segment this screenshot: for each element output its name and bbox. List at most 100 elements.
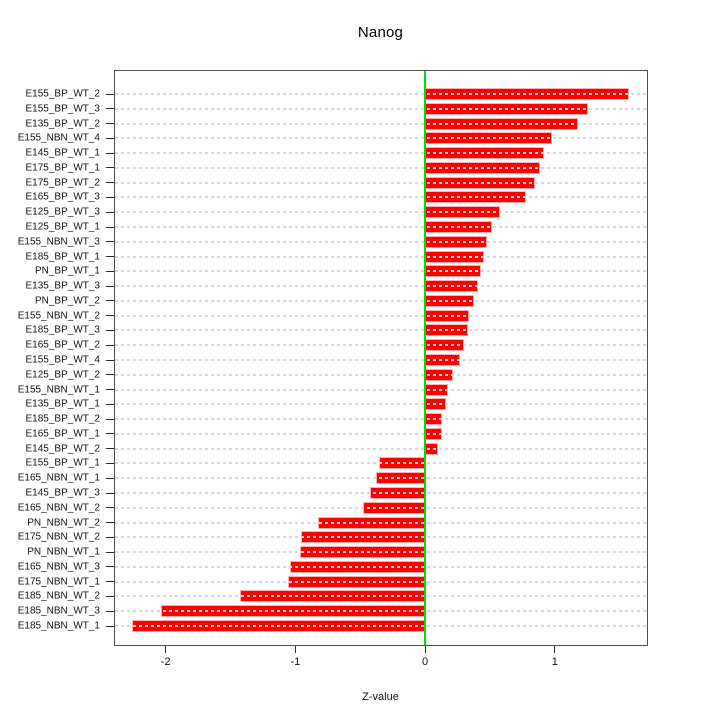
category-label: E175_NBN_WT_2 (17, 531, 100, 543)
bar-row: E175_BP_WT_1 (26, 161, 647, 175)
bar-row: E155_BP_WT_3 (26, 102, 647, 116)
bar-row: E155_BP_WT_2 (26, 87, 647, 101)
bar-row: E175_BP_WT_2 (26, 176, 647, 190)
grid-line (115, 344, 647, 347)
category-tick (106, 93, 114, 95)
category-tick (106, 477, 114, 479)
category-tick (106, 329, 114, 331)
category-label: E145_BP_WT_3 (25, 487, 101, 499)
grid-line (115, 211, 647, 214)
category-tick (106, 226, 114, 228)
bar-row: E165_NBN_WT_2 (18, 501, 647, 515)
category-tick (106, 123, 114, 125)
category-tick (106, 566, 114, 568)
category-label: E185_BP_WT_1 (25, 251, 101, 263)
bar-row: E155_NBN_WT_1 (18, 383, 647, 397)
category-label: E125_BP_WT_1 (25, 221, 101, 233)
category-tick (106, 241, 114, 243)
category-label: E185_NBN_WT_3 (17, 605, 100, 617)
grid-line (115, 462, 647, 465)
grid-line (115, 521, 647, 524)
bar-row: E155_NBN_WT_4 (18, 131, 647, 145)
category-label: E175_NBN_WT_1 (17, 576, 100, 588)
bar-row: PN_NBN_WT_1 (27, 545, 647, 559)
category-label: E165_NBN_WT_1 (17, 472, 100, 484)
grid-line (115, 536, 647, 539)
grid-line (115, 432, 647, 435)
category-label: E125_BP_WT_3 (25, 206, 101, 218)
category-tick (106, 270, 114, 272)
bar-row: E165_NBN_WT_3 (18, 560, 647, 574)
bar-row: E145_BP_WT_3 (26, 486, 647, 500)
bar-row: E155_NBN_WT_2 (18, 309, 647, 323)
grid-line (115, 580, 647, 583)
category-tick (106, 108, 114, 110)
bar-row: E145_BP_WT_1 (26, 146, 647, 160)
bar-row: E175_NBN_WT_1 (18, 575, 647, 589)
grid-line (115, 610, 647, 613)
x-tick (424, 646, 426, 653)
x-axis: -2 -1 0 1 (115, 646, 647, 686)
category-label: PN_NBN_WT_1 (27, 546, 100, 558)
bar-row: E125_BP_WT_3 (26, 205, 647, 219)
grid-line (115, 137, 647, 140)
category-label: PN_BP_WT_2 (34, 295, 100, 307)
grid-line (115, 181, 647, 184)
category-label: E135_BP_WT_1 (25, 398, 101, 410)
grid-line (115, 329, 647, 332)
category-label: E125_BP_WT_2 (25, 369, 101, 381)
grid-line (115, 492, 647, 494)
grid-line (115, 551, 647, 554)
grid-line (115, 240, 647, 243)
bar-row: E175_NBN_WT_2 (18, 530, 647, 544)
grid-line (115, 359, 647, 361)
category-tick (106, 211, 114, 213)
category-label: E185_BP_WT_2 (25, 413, 101, 425)
category-label: E155_BP_WT_3 (25, 103, 101, 115)
category-tick (106, 551, 114, 553)
category-label: E185_NBN_WT_1 (17, 620, 100, 632)
chart-title: Nanog (357, 24, 404, 41)
category-tick (106, 610, 114, 612)
grid-line (115, 506, 647, 509)
grid-line (115, 418, 647, 421)
category-tick (106, 256, 114, 258)
category-label: E155_NBN_WT_4 (17, 132, 100, 144)
bar-row: E125_BP_WT_2 (26, 368, 647, 382)
bar-row: PN_BP_WT_2 (35, 294, 647, 308)
category-tick (106, 315, 114, 317)
bar-row: E165_BP_WT_2 (26, 338, 647, 352)
category-label: E185_BP_WT_3 (25, 324, 101, 336)
category-tick (106, 285, 114, 287)
category-label: E155_BP_WT_4 (25, 354, 101, 366)
bar-row: E185_BP_WT_1 (26, 250, 647, 264)
bar-row: E185_NBN_WT_2 (18, 589, 647, 603)
grid-line (115, 373, 647, 376)
category-tick (106, 182, 114, 184)
x-tick (554, 646, 556, 653)
category-tick (106, 403, 114, 405)
category-tick (106, 595, 114, 597)
bar-row: E165_BP_WT_1 (26, 427, 647, 441)
category-label: E165_BP_WT_2 (25, 339, 101, 351)
category-label: E145_BP_WT_1 (25, 147, 101, 159)
category-label: E165_NBN_WT_3 (17, 561, 100, 573)
category-label: E155_NBN_WT_3 (17, 236, 100, 248)
category-tick (106, 433, 114, 435)
grid-line (115, 226, 647, 228)
bar-row: E155_BP_WT_1 (26, 456, 647, 470)
grid-line (115, 595, 647, 598)
grid-line (115, 388, 647, 391)
grid-line (115, 285, 647, 288)
grid-line (115, 122, 647, 125)
grid-line (115, 447, 647, 450)
category-label: E155_NBN_WT_2 (17, 310, 100, 322)
category-tick (106, 536, 114, 538)
category-tick (106, 359, 114, 361)
category-label: E145_BP_WT_2 (25, 443, 101, 455)
grid-line (115, 166, 647, 169)
bar-row: E155_NBN_WT_3 (18, 235, 647, 249)
category-tick (106, 522, 114, 524)
grid-line (115, 107, 647, 110)
x-tick-label: 1 (551, 656, 558, 668)
